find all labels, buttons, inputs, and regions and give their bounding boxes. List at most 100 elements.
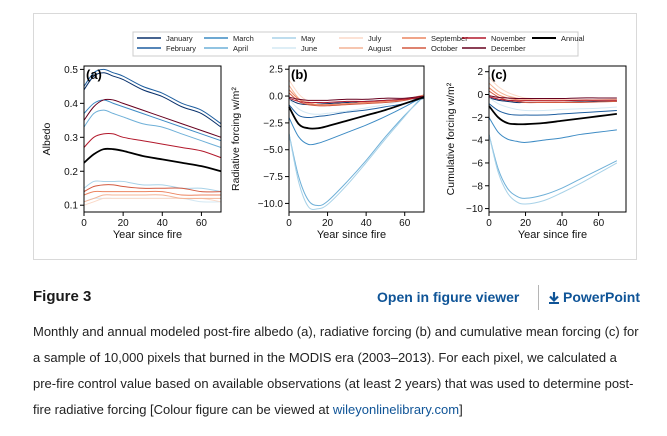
series-line-may xyxy=(288,93,425,211)
x-tick-label: 60 xyxy=(593,218,605,229)
x-tick-label: 0 xyxy=(81,218,87,229)
y-tick-label: −4 xyxy=(472,136,484,147)
y-tick-label: 0.1 xyxy=(64,201,78,212)
legend-label-september: September xyxy=(431,34,468,43)
x-tick-label: 0 xyxy=(286,218,292,229)
y-tick-label: −8 xyxy=(472,181,484,192)
legend-label-april: April xyxy=(233,44,248,53)
x-tick-label: 40 xyxy=(557,218,569,229)
figure-heading: Figure 3 xyxy=(33,288,92,305)
series-line-annual xyxy=(83,147,222,173)
x-tick-label: 20 xyxy=(118,218,130,229)
x-tick-label: 40 xyxy=(361,218,373,229)
y-tick-label: −10 xyxy=(466,204,483,215)
series-line-april xyxy=(488,134,618,199)
y-tick-label: 0.4 xyxy=(64,99,78,110)
y-tick-label: 2 xyxy=(477,67,483,78)
legend-label-june: June xyxy=(301,44,317,53)
x-axis-label: Year since fire xyxy=(113,229,182,241)
y-tick-label: −2.5 xyxy=(263,118,283,129)
panel-b: 2.5 0.0 −2.5 −5.0 −7.5 −10.00 20 40 60 (b) Year si… xyxy=(230,65,425,241)
axes-frame xyxy=(288,65,425,213)
series-line-december xyxy=(83,98,222,138)
y-tick-label: 0.5 xyxy=(64,65,78,76)
legend-label-january: January xyxy=(166,34,193,43)
x-tick-label: 60 xyxy=(196,218,208,229)
series-line-january xyxy=(83,72,222,128)
x-tick-label: 20 xyxy=(322,218,334,229)
legend-label-march: March xyxy=(233,34,254,43)
y-axis-label: Radiative forcing w/m² xyxy=(230,87,242,191)
series-line-june xyxy=(288,94,425,115)
powerpoint-label: PowerPoint xyxy=(563,289,641,305)
legend-label-december: December xyxy=(491,44,526,53)
series-line-march xyxy=(83,99,222,142)
series-line-february xyxy=(288,97,425,119)
legend-label-may: May xyxy=(301,34,315,43)
series-line-december xyxy=(288,95,425,101)
series-line-october xyxy=(83,184,222,193)
series-line-february xyxy=(83,68,222,125)
x-tick-label: 20 xyxy=(520,218,532,229)
panel-a: 0.1 0.2 0.3 0.4 0.5 0 20 40 60 (a) Year since fire… xyxy=(41,65,222,241)
y-tick-label: −6 xyxy=(472,158,484,169)
series-line-may xyxy=(488,134,618,205)
x-tick-label: 0 xyxy=(486,218,492,229)
y-tick-label: 0.3 xyxy=(64,133,78,144)
series-line-april xyxy=(83,109,222,148)
axes-frame xyxy=(83,65,222,213)
legend-label-annual: Annual xyxy=(561,34,585,43)
figure-image[interactable]: January February March April May June July Augu… xyxy=(33,13,637,260)
powerpoint-download-link[interactable]: PowerPoint xyxy=(548,289,640,305)
x-axis-label: Year since fire xyxy=(317,229,386,241)
series-line-february xyxy=(488,103,617,116)
caption-end: ] xyxy=(459,402,463,417)
legend-label-november: November xyxy=(491,34,526,43)
legend-label-february: February xyxy=(166,44,196,53)
x-tick-label: 40 xyxy=(157,218,169,229)
axes-frame xyxy=(488,65,627,213)
open-figure-viewer-link[interactable]: Open in figure viewer xyxy=(377,289,520,305)
legend-label-august: August xyxy=(368,44,392,53)
panel-label: (b) xyxy=(291,67,308,82)
series-line-june xyxy=(488,97,617,112)
x-tick-label: 60 xyxy=(399,218,411,229)
series-line-march xyxy=(288,95,425,146)
panel-c: 20−2−4−6−8−100 20 40 60(c)Year since fireCu… xyxy=(445,65,627,241)
series-line-november xyxy=(288,96,425,104)
series-line-annual xyxy=(488,105,617,126)
legend-box xyxy=(132,31,579,57)
y-tick-label: −2 xyxy=(472,113,484,124)
series-line-december xyxy=(488,95,617,100)
link-separator xyxy=(538,285,539,310)
wiley-online-library-link[interactable]: wileyonlinelibrary.com xyxy=(332,402,460,417)
y-tick-label: −7.5 xyxy=(263,172,283,183)
y-tick-label: −5.0 xyxy=(263,145,283,156)
series-line-may xyxy=(83,180,222,193)
legend-label-july: July xyxy=(368,34,382,43)
y-tick-label: 0.2 xyxy=(64,167,78,178)
y-axis-label: Cumulative forcing w/m² xyxy=(445,82,457,195)
figure-caption: Monthly and annual modeled post-fire alb… xyxy=(33,319,643,423)
legend-label-october: October xyxy=(431,44,458,53)
panel-label: (a) xyxy=(86,67,102,82)
y-axis-label: Albedo xyxy=(41,122,53,155)
series-line-august xyxy=(83,194,221,203)
series-line-october xyxy=(288,92,425,107)
series-line-november xyxy=(488,96,617,102)
x-axis-label: Year since fire xyxy=(518,229,587,241)
y-tick-label: 0.0 xyxy=(269,92,283,103)
series-line-september xyxy=(83,190,221,196)
caption-text: Monthly and annual modeled post-fire alb… xyxy=(33,324,639,417)
series-line-annual xyxy=(288,96,425,130)
y-tick-label: 2.5 xyxy=(269,65,283,76)
series-line-november xyxy=(83,132,222,159)
download-icon xyxy=(549,291,559,304)
panel-label: (c) xyxy=(491,67,507,82)
series-line-october xyxy=(488,90,617,104)
y-tick-label: 0 xyxy=(477,90,483,101)
series-line-march xyxy=(488,117,617,143)
series-line-april xyxy=(288,95,425,207)
